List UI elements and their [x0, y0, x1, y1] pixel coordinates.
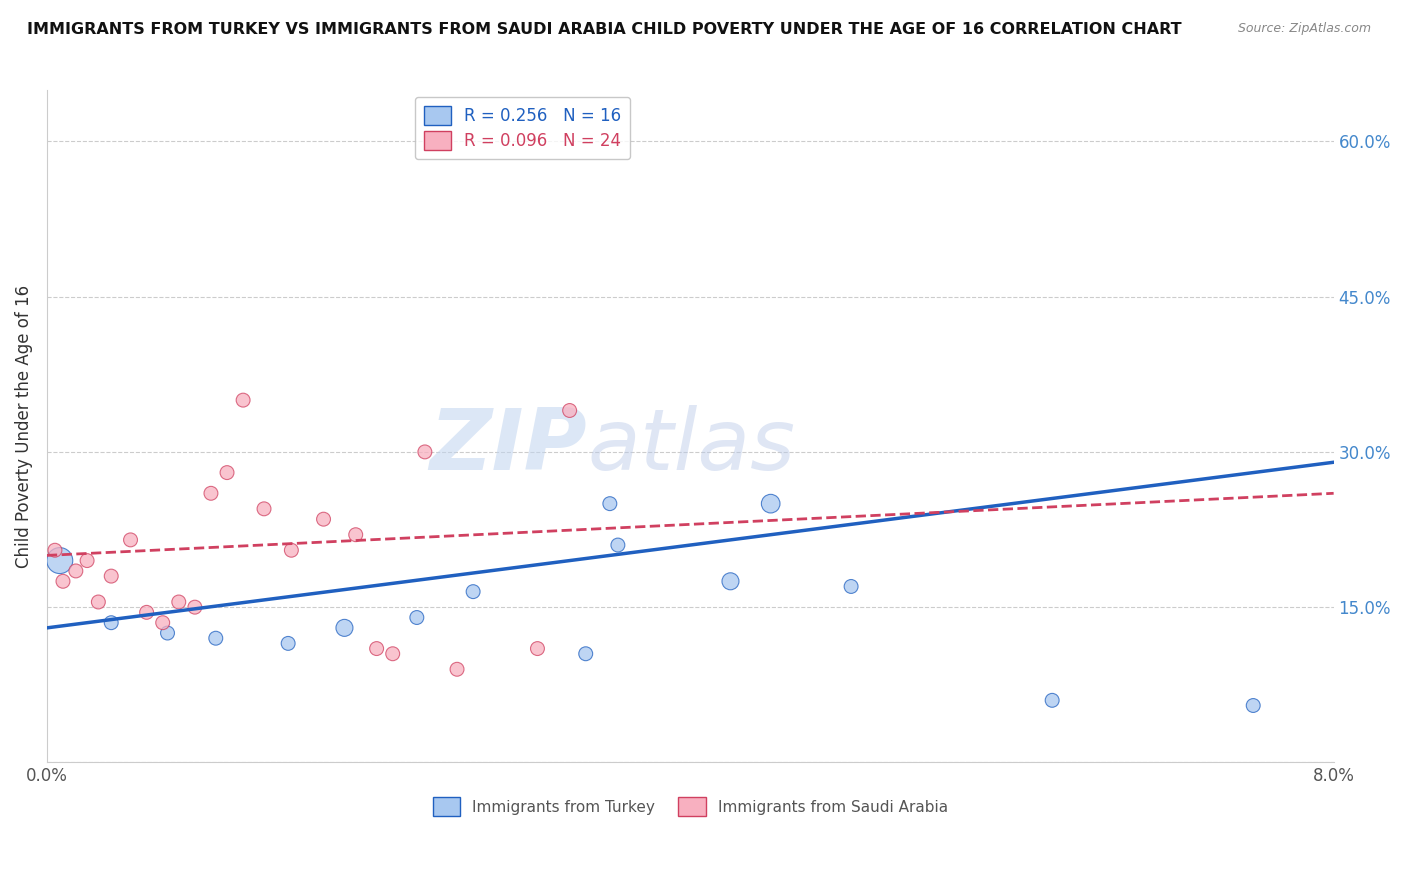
- Text: atlas: atlas: [588, 405, 796, 488]
- Point: [87, 595, 110, 609]
- Point: [52, 574, 75, 589]
- Text: Source: ZipAtlas.com: Source: ZipAtlas.com: [1237, 22, 1371, 36]
- Point: [413, 445, 436, 459]
- Point: [215, 466, 238, 480]
- Point: [65, 564, 87, 578]
- Point: [100, 615, 122, 630]
- Point: [344, 527, 367, 541]
- Point: [333, 621, 356, 635]
- Point: [49, 553, 72, 567]
- Point: [253, 501, 276, 516]
- Point: [152, 615, 174, 630]
- Point: [405, 610, 427, 624]
- Point: [277, 636, 299, 650]
- Point: [200, 486, 222, 500]
- Point: [381, 647, 404, 661]
- Point: [463, 584, 485, 599]
- Point: [312, 512, 335, 526]
- Point: [100, 569, 122, 583]
- Point: [120, 533, 142, 547]
- Point: [44, 543, 66, 558]
- Point: [720, 574, 742, 589]
- Point: [184, 600, 207, 615]
- Point: [558, 403, 581, 417]
- Point: [526, 641, 548, 656]
- Point: [575, 647, 598, 661]
- Point: [156, 626, 179, 640]
- Point: [446, 662, 468, 676]
- Point: [232, 393, 254, 408]
- Point: [759, 497, 782, 511]
- Point: [167, 595, 190, 609]
- Legend: Immigrants from Turkey, Immigrants from Saudi Arabia: Immigrants from Turkey, Immigrants from …: [426, 791, 955, 822]
- Point: [135, 605, 157, 619]
- Text: ZIP: ZIP: [430, 405, 588, 488]
- Point: [599, 497, 621, 511]
- Y-axis label: Child Poverty Under the Age of 16: Child Poverty Under the Age of 16: [15, 285, 32, 567]
- Point: [280, 543, 302, 558]
- Point: [1241, 698, 1264, 713]
- Point: [839, 579, 862, 593]
- Point: [76, 553, 98, 567]
- Point: [204, 631, 226, 645]
- Point: [606, 538, 628, 552]
- Point: [1040, 693, 1063, 707]
- Point: [366, 641, 388, 656]
- Text: IMMIGRANTS FROM TURKEY VS IMMIGRANTS FROM SAUDI ARABIA CHILD POVERTY UNDER THE A: IMMIGRANTS FROM TURKEY VS IMMIGRANTS FRO…: [27, 22, 1182, 37]
